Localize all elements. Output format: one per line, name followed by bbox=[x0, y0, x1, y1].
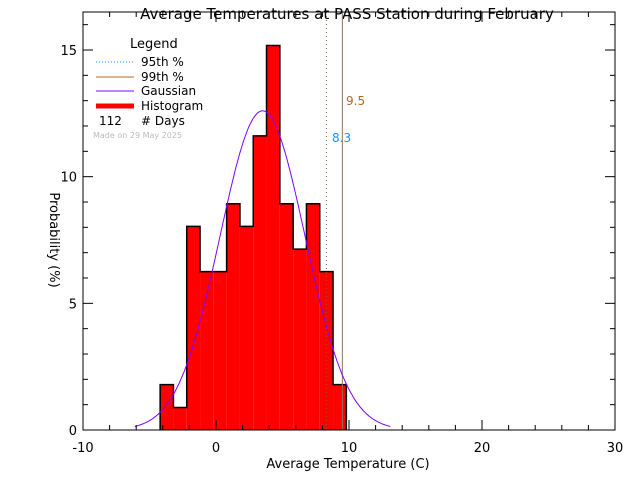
x-tick-label: 20 bbox=[474, 441, 491, 456]
histogram-bar bbox=[226, 203, 240, 430]
histogram-bar bbox=[333, 384, 347, 430]
chart-title: Average Temperatures at PASS Station dur… bbox=[140, 5, 554, 23]
histogram-bar bbox=[306, 203, 320, 430]
axis-ticks: -10 0 10 20 30 0 5 10 15 bbox=[60, 12, 623, 456]
legend-title: Legend bbox=[130, 37, 178, 52]
y-tick-label: 0 bbox=[69, 424, 77, 439]
p95-label: 8.3 bbox=[332, 131, 351, 145]
legend: Legend 95th % 99th % Gaussian Histogram … bbox=[93, 37, 203, 140]
histogram-bar bbox=[160, 384, 174, 430]
legend-days-count: 112 bbox=[99, 114, 122, 128]
y-axis-label: Probability (%) bbox=[46, 192, 61, 287]
legend-gaussian-label: Gaussian bbox=[141, 84, 196, 98]
histogram-bars bbox=[159, 44, 348, 430]
x-tick-label: 30 bbox=[607, 441, 624, 456]
p99-label: 9.5 bbox=[346, 94, 365, 108]
histogram-bar bbox=[213, 271, 227, 430]
histogram-bar bbox=[173, 407, 187, 430]
legend-95-label: 95th % bbox=[141, 55, 184, 69]
histogram-bar bbox=[239, 226, 254, 430]
histogram-bar bbox=[266, 45, 280, 430]
histogram-bar bbox=[293, 249, 307, 430]
y-tick-label: 10 bbox=[60, 171, 77, 186]
legend-days-label: # Days bbox=[141, 114, 185, 128]
x-tick-label: -10 bbox=[72, 441, 93, 456]
made-on-note: Made on 29 May 2025 bbox=[93, 131, 182, 140]
percentile-lines bbox=[325, 12, 343, 430]
y-tick-label: 5 bbox=[69, 297, 77, 312]
histogram-outline bbox=[159, 44, 348, 430]
histogram-bar bbox=[186, 226, 201, 430]
y-tick-label: 15 bbox=[60, 44, 77, 59]
histogram-bar bbox=[319, 271, 334, 430]
legend-99-label: 99th % bbox=[141, 70, 184, 84]
x-tick-label: 0 bbox=[212, 441, 220, 456]
histogram-bar bbox=[253, 135, 267, 430]
x-tick-label: 10 bbox=[341, 441, 358, 456]
histogram-bar bbox=[200, 271, 214, 430]
gaussian-curve bbox=[134, 110, 391, 427]
x-axis-label: Average Temperature (C) bbox=[266, 457, 429, 472]
legend-histogram-label: Histogram bbox=[141, 99, 203, 113]
histogram-bar bbox=[279, 203, 294, 430]
